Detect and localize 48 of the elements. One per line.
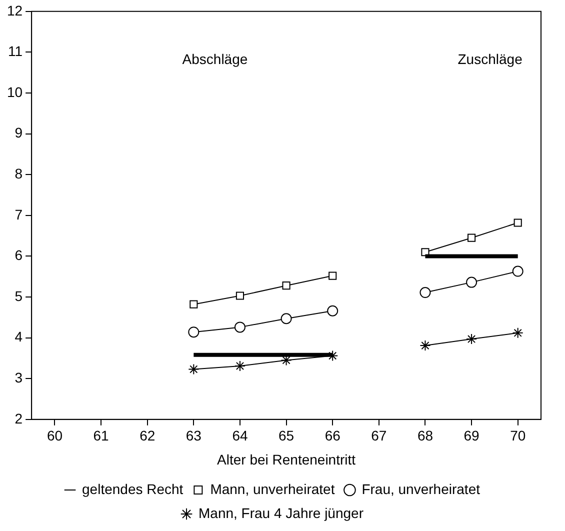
y-tick-label: 2	[14, 410, 23, 426]
x-tick-label: 67	[371, 428, 387, 444]
legend-label: Frau, unverheiratet	[362, 480, 480, 497]
y-tick-label: 3	[14, 369, 23, 386]
point	[234, 360, 246, 372]
point	[466, 276, 478, 288]
point	[514, 218, 522, 227]
annotation: Abschläge	[182, 51, 248, 68]
x-tick-label: 66	[324, 428, 341, 444]
point	[467, 234, 476, 242]
point	[234, 322, 246, 333]
point	[512, 327, 524, 338]
point	[327, 305, 338, 316]
point	[420, 340, 431, 352]
x-tick-label: 62	[140, 428, 156, 444]
point	[420, 287, 431, 298]
x-tick-label: 70	[510, 428, 526, 444]
y-tick-label: 5	[14, 288, 23, 304]
legend-label: Mann, unverheiratet	[210, 480, 335, 497]
y-tick-label: 10	[6, 84, 23, 100]
point	[328, 272, 337, 280]
point	[327, 350, 338, 362]
point	[190, 300, 198, 308]
point	[236, 292, 244, 300]
x-tick-label: 68	[417, 428, 434, 444]
point	[512, 266, 524, 277]
legend-label: Mann, Frau 4 Jahre jünger	[198, 504, 364, 521]
x-tick-label: 63	[186, 428, 202, 444]
y-tick-label: 11	[8, 43, 23, 60]
x-tick-label: 64	[232, 428, 248, 444]
point	[466, 334, 478, 345]
y-tick-label: 4	[14, 328, 23, 345]
point	[188, 364, 200, 375]
point	[282, 282, 290, 290]
y-tick-label: 12	[6, 2, 23, 18]
y-tick-label: 6	[14, 247, 23, 264]
x-axis-title: Alter bei Renteneintritt	[217, 451, 356, 468]
y-tick-label: 7	[14, 206, 23, 222]
legend-label: geltendes Recht	[82, 480, 184, 497]
x-tick-label: 65	[278, 428, 294, 444]
point	[280, 313, 292, 324]
point	[188, 326, 200, 338]
annotation: Zuschläge	[458, 51, 523, 68]
x-tick-label: 60	[46, 428, 63, 444]
y-tick-label: 9	[14, 124, 23, 141]
x-tick-label: 69	[464, 428, 480, 444]
y-tick-label: 8	[14, 165, 23, 182]
x-tick-label: 61	[93, 428, 110, 444]
